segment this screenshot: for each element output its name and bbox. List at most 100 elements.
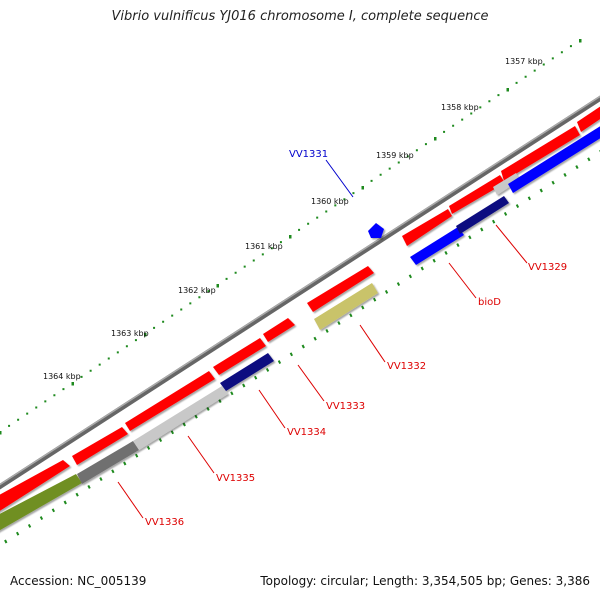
scale-label: 1358 kbp: [441, 103, 479, 112]
gene-label-vv1329[interactable]: VV1329: [528, 262, 567, 273]
scale-dot: [216, 284, 219, 288]
scale-dot: [243, 265, 246, 268]
connector-vv1334: [258, 389, 286, 429]
scale-dot: [71, 382, 74, 386]
scale-dot: [452, 124, 455, 127]
inner-tick: [444, 250, 448, 255]
inner-tick: [492, 219, 496, 224]
gene-labels: VV1331 VV1329 bioD VV1332 VV1333 VV1334 …: [145, 149, 567, 528]
feature-vv1334-navy[interactable]: [220, 353, 274, 391]
inner-tick: [27, 523, 32, 528]
inner-tick: [63, 500, 67, 505]
scale-dot: [189, 302, 192, 305]
feature-navy[interactable]: [456, 196, 509, 234]
gene-label-vv1332[interactable]: VV1332: [387, 361, 426, 372]
feature-light-gray[interactable]: [133, 386, 228, 450]
cds-forward-edge[interactable]: [577, 100, 600, 132]
scale-dot: [307, 222, 310, 225]
gene-label-biod[interactable]: bioD: [478, 297, 501, 308]
scale-dot: [44, 400, 47, 403]
inner-tick: [16, 531, 20, 536]
cds-vv1334-forward[interactable]: [213, 338, 266, 375]
feature-vv1332-khaki[interactable]: [314, 283, 378, 330]
connector-vv1336: [117, 481, 144, 519]
inner-tick: [408, 274, 412, 279]
scale-dot: [479, 106, 482, 109]
scale-dot: [497, 94, 500, 97]
feature-upper-gray[interactable]: [493, 173, 520, 195]
gene-label-vv1331[interactable]: VV1331: [289, 149, 328, 160]
feature-vv1329-blue[interactable]: [410, 227, 464, 265]
feature-vv1336-olive[interactable]: [0, 474, 82, 533]
inner-tick: [361, 305, 365, 310]
scale-dot: [198, 296, 201, 299]
cds-vv1332-forward[interactable]: [307, 266, 374, 312]
scale-dot: [0, 431, 2, 435]
scale-dot: [107, 357, 110, 360]
inner-tick: [242, 383, 246, 388]
scale-dot: [116, 351, 119, 354]
scale-dot: [316, 216, 319, 219]
cds-forward-long[interactable]: [125, 371, 215, 431]
cds-vv1336-forward[interactable]: [0, 460, 70, 514]
scale-dot: [207, 290, 210, 293]
cds-forward-upper[interactable]: [501, 126, 580, 181]
gene-label-vv1334[interactable]: VV1334: [287, 427, 326, 438]
inner-tick: [396, 282, 401, 287]
scale-dot: [370, 179, 373, 182]
inner-tick: [123, 461, 127, 466]
inner-tick: [170, 430, 174, 435]
inner-tick: [527, 196, 531, 201]
inner-tick: [289, 352, 293, 357]
gene-label-vv1335[interactable]: VV1335: [216, 473, 255, 484]
scale-dot-track: [0, 39, 582, 435]
inner-tick: [420, 266, 424, 271]
inner-tick: [373, 297, 377, 302]
inner-tick: [230, 391, 234, 396]
scale-dot: [524, 75, 527, 78]
scale-dot: [289, 235, 292, 239]
reverse-strand-features: [0, 125, 600, 533]
inner-tick: [480, 227, 484, 232]
scale-label: 1362 kbp: [178, 286, 216, 295]
scale-dot: [162, 320, 165, 323]
scale-label: 1364 kbp: [43, 372, 81, 381]
feature-vv1331-blue[interactable]: [368, 223, 384, 238]
scale-dot: [560, 51, 563, 54]
inner-tick: [99, 477, 103, 482]
inner-tick: [337, 321, 341, 326]
inner-tick: [135, 453, 139, 458]
scale-label: 1361 kbp: [245, 242, 283, 251]
cds-biod-forward[interactable]: [402, 209, 452, 246]
scale-dot: [406, 155, 409, 158]
scale-dot: [488, 100, 491, 103]
scale-dot: [379, 173, 382, 176]
scale-dot: [144, 333, 147, 337]
feature-blue-long[interactable]: [508, 125, 600, 193]
gene-label-vv1333[interactable]: VV1333: [326, 401, 365, 412]
cds-vv1335-forward[interactable]: [72, 427, 128, 465]
gene-label-vv1336[interactable]: VV1336: [145, 517, 184, 528]
scale-dot: [80, 375, 83, 378]
inner-tick: [4, 539, 8, 544]
connector-vv1331: [325, 159, 354, 198]
scale-dot: [461, 118, 464, 121]
inner-tick: [432, 258, 436, 263]
cds-vv1333-forward[interactable]: [263, 318, 295, 342]
connector-biod: [448, 262, 477, 299]
inner-tick: [39, 516, 44, 521]
inner-tick: [384, 289, 389, 294]
feature-vv1335-gray[interactable]: [77, 441, 139, 484]
cds-vv1329-forward[interactable]: [449, 175, 505, 214]
scale-dot: [98, 363, 101, 366]
scale-dot: [171, 314, 174, 317]
scale-dot: [388, 167, 391, 170]
scale-label: 1359 kbp: [376, 151, 414, 160]
inner-tick: [325, 328, 329, 333]
genome-backbone: [0, 95, 600, 490]
inner-tick: [349, 313, 353, 318]
inner-tick: [265, 367, 270, 372]
inner-tick: [87, 484, 91, 489]
